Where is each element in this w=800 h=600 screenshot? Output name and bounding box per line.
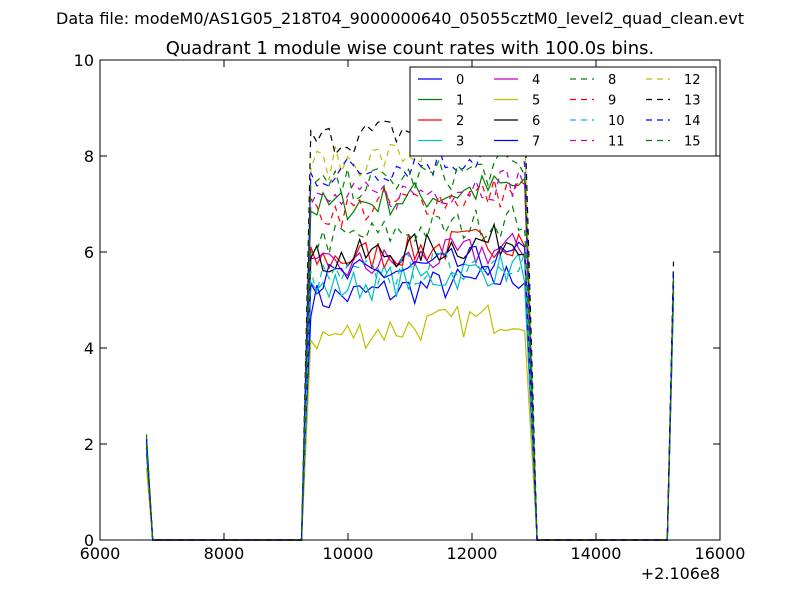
series-layer [147, 106, 674, 540]
x-tick-label: 10000 [323, 544, 374, 563]
legend-label-9: 9 [608, 94, 616, 109]
series-line-2 [147, 229, 674, 540]
x-offset-label: +2.106e8 [641, 564, 720, 583]
legend-label-4: 4 [532, 73, 540, 88]
series-line-3 [147, 254, 674, 540]
legend-label-2: 2 [456, 114, 464, 129]
legend-label-1: 1 [456, 94, 464, 109]
legend-label-5: 5 [532, 94, 540, 109]
series-line-15 [147, 152, 674, 540]
series-line-12 [147, 131, 674, 540]
legend-label-14: 14 [684, 114, 701, 129]
series-line-1 [147, 176, 674, 540]
legend-label-8: 8 [608, 73, 616, 88]
legend-label-12: 12 [684, 73, 701, 88]
series-line-0 [147, 266, 674, 540]
series-line-11 [147, 170, 674, 540]
x-tick-label: 14000 [571, 544, 622, 563]
chart: Data file: modeM0/AS1G05_218T04_90000006… [0, 0, 800, 600]
series-line-4 [147, 234, 674, 540]
series-line-6 [147, 224, 674, 540]
series-line-10 [147, 250, 674, 540]
x-tick-label: 12000 [447, 544, 498, 563]
series-line-9 [147, 179, 674, 540]
y-tick-label: 4 [84, 339, 94, 358]
legend-label-6: 6 [532, 114, 540, 129]
y-tick-label: 10 [74, 51, 94, 70]
series-line-5 [147, 300, 674, 540]
y-tick-label: 8 [84, 147, 94, 166]
x-tick-label: 8000 [204, 544, 245, 563]
y-tick-label: 0 [84, 531, 94, 550]
legend-label-10: 10 [608, 114, 625, 129]
legend-label-0: 0 [456, 73, 464, 88]
legend-label-3: 3 [456, 135, 464, 150]
legend-label-11: 11 [608, 135, 625, 150]
y-tick-label: 6 [84, 243, 94, 262]
legend-label-7: 7 [532, 135, 540, 150]
chart-title: Quadrant 1 module wise count rates with … [166, 38, 655, 59]
x-tick-label: 16000 [695, 544, 746, 563]
legend-label-13: 13 [684, 94, 701, 109]
chart-suptitle: Data file: modeM0/AS1G05_218T04_90000006… [56, 9, 744, 29]
y-tick-label: 2 [84, 435, 94, 454]
legend-label-15: 15 [684, 135, 701, 150]
series-line-14 [147, 140, 674, 540]
